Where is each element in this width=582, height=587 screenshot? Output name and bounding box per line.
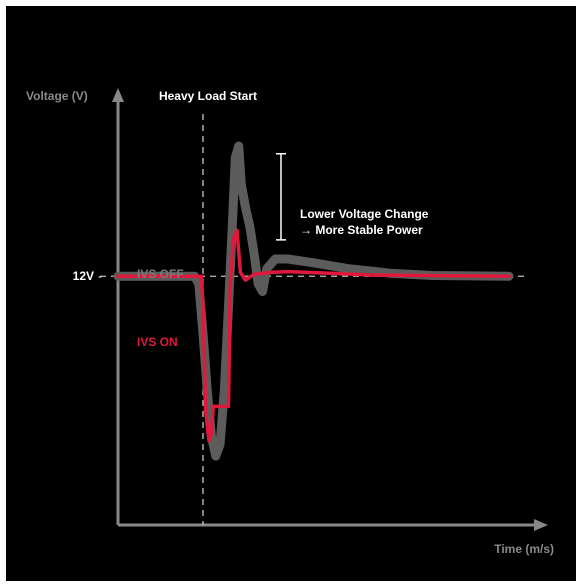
y-tick-mark: - — [98, 269, 102, 283]
series-line-ivs-on — [116, 228, 511, 443]
series-label-ivs-on: IVS ON — [137, 335, 178, 349]
chart-panel: Voltage (V) Time (m/s) 12V - Heavy Load … — [6, 6, 576, 581]
annotation-line-1: Lower Voltage Change — [300, 207, 429, 221]
voltage-chart: Voltage (V) Time (m/s) 12V - Heavy Load … — [26, 88, 554, 556]
series-label-ivs-off: IVS OFF — [137, 267, 184, 281]
annotation-bracket — [276, 153, 286, 241]
series-line-ivs-off — [113, 141, 514, 461]
y-tick-label-12v: 12V — [73, 269, 94, 283]
heavy-load-start-label: Heavy Load Start — [159, 89, 257, 103]
x-axis-label: Time (m/s) — [494, 542, 554, 556]
x-axis-arrow-icon — [534, 519, 548, 531]
y-axis-label: Voltage (V) — [26, 89, 88, 103]
annotation-line-2: → More Stable Power — [300, 223, 423, 237]
y-axis-arrow-icon — [112, 88, 124, 102]
